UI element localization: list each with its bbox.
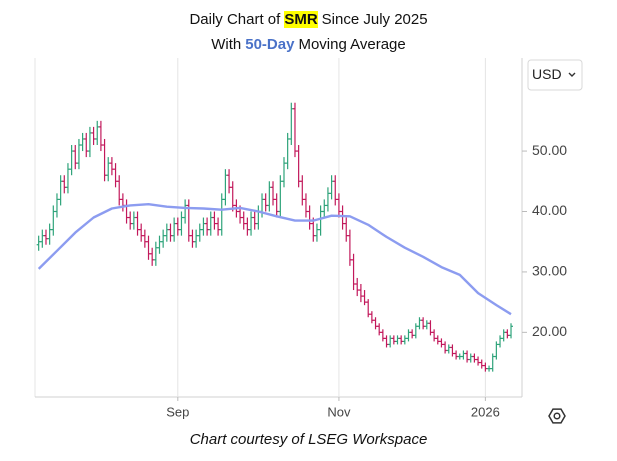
y-tick-label: 40.00 [532, 202, 567, 218]
y-tick-label: 30.00 [532, 263, 567, 279]
moving-average [37, 203, 512, 316]
footer: Chart courtesy of LSEG Workspace [189, 431, 428, 448]
y-tick-label: 20.00 [532, 323, 567, 339]
settings-icon[interactable] [548, 408, 566, 424]
hexagon[interactable] [548, 408, 566, 424]
x-tick-label: 2026 [471, 404, 500, 419]
currency-label[interactable]: USD [532, 66, 562, 82]
subtitle-suffix: Moving Average [298, 36, 406, 53]
y-tick-label: 50.00 [532, 142, 567, 158]
title-suffix: Since July 2025 [321, 11, 428, 28]
x-tick-label: Nov [327, 404, 351, 419]
icon-dot[interactable] [553, 412, 561, 420]
title: Daily Chart of SMR Since July 2025 [0, 11, 617, 28]
subtitle-prefix: With [211, 36, 242, 53]
subtitle-highlight: 50-Day [245, 36, 295, 53]
ticker: SMR [284, 11, 318, 28]
ohlc-bars [36, 102, 514, 372]
title-prefix: Daily Chart of [189, 11, 281, 28]
currency-select[interactable] [527, 59, 583, 91]
x-tick-label: Sep [166, 404, 189, 419]
subtitle: With 50-Day Moving Average [0, 36, 617, 53]
chevron[interactable] [568, 72, 576, 77]
